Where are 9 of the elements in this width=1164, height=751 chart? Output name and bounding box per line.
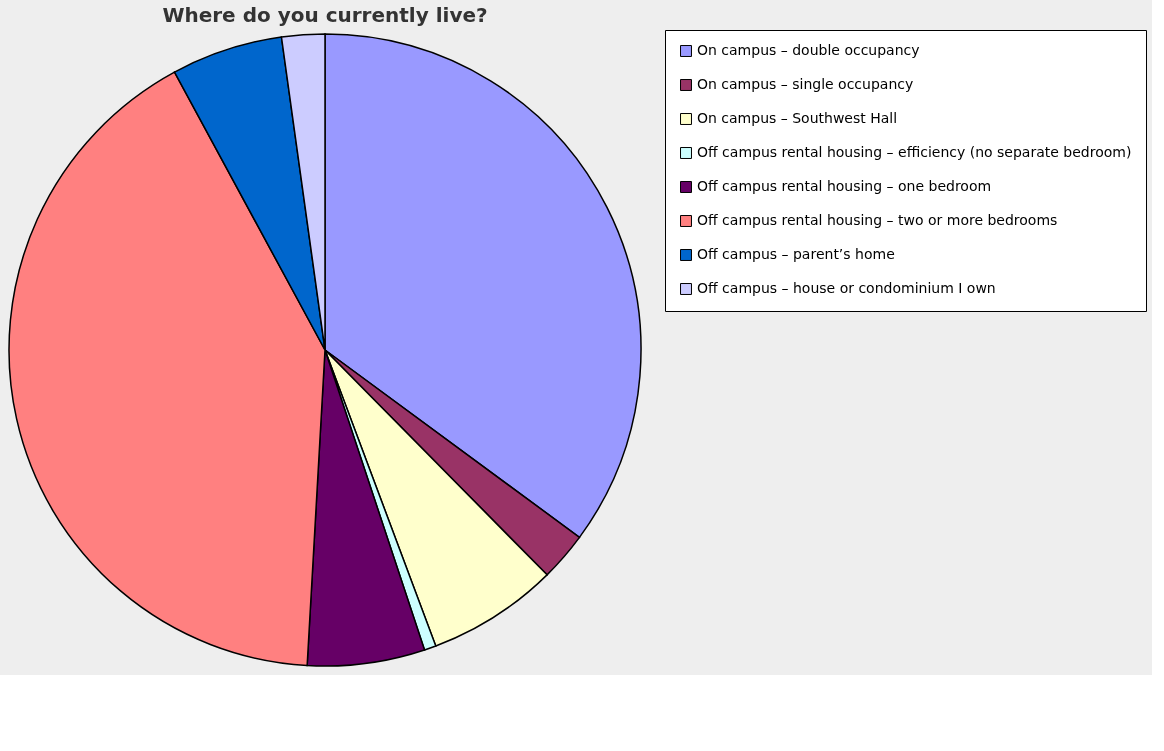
legend-label: Off campus – parent’s home (697, 246, 895, 262)
chart-title: Where do you currently live? (162, 2, 488, 27)
legend-label: On campus – Southwest Hall (697, 110, 898, 126)
legend-label: Off campus rental housing – efficiency (no separate bedroom) (697, 144, 1132, 160)
legend-label: Off campus rental housing – two or more bedrooms (697, 212, 1058, 228)
legend-label: Off campus – house or condominium I own (697, 280, 996, 296)
legend-label: On campus – single occupancy (697, 76, 914, 92)
legend-label: Off campus rental housing – one bedroom (697, 178, 992, 194)
legend-label: On campus – double occupancy (697, 42, 920, 58)
